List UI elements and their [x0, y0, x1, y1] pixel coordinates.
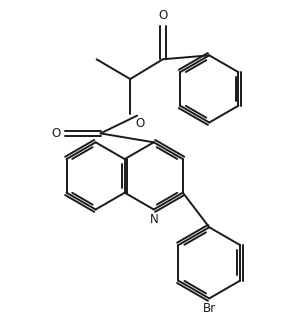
Text: N: N [149, 213, 158, 226]
Text: Br: Br [203, 302, 216, 315]
Text: O: O [158, 9, 167, 22]
Text: O: O [135, 117, 144, 130]
Text: O: O [52, 127, 61, 140]
